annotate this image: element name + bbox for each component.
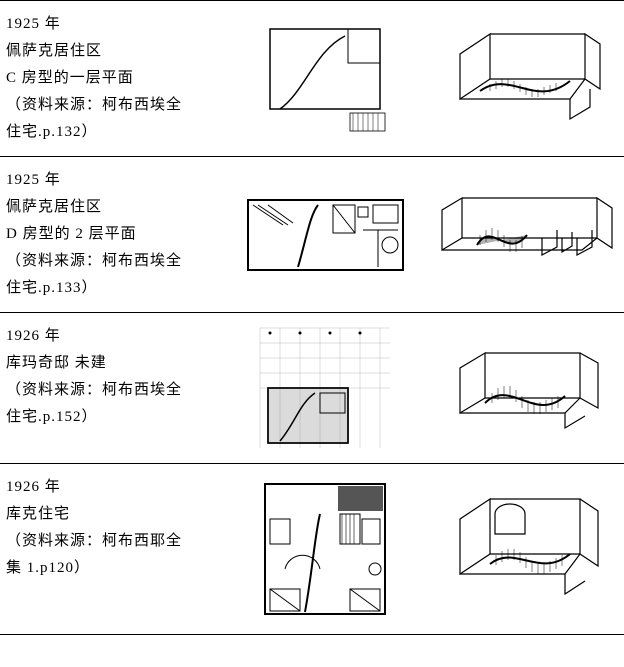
plan-cell (225, 313, 425, 464)
source-line-2: 集 1.p120） (6, 555, 219, 582)
title-label: 库克住宅 (6, 501, 219, 528)
year-label: 1926 年 (6, 474, 219, 501)
text-cell: 1926 年 库克住宅 （资料来源：柯布西耶全 集 1.p120） (0, 464, 225, 635)
text-cell: 1925 年 佩萨克居住区 C 房型的一层平面 （资料来源：柯布西埃全 住宅.p… (0, 1, 225, 157)
architecture-table: 1925 年 佩萨克居住区 C 房型的一层平面 （资料来源：柯布西埃全 住宅.p… (0, 0, 624, 635)
axonometric-drawing (440, 19, 610, 139)
text-cell: 1926 年 库玛奇邸 未建 （资料来源：柯布西埃全 住宅.p.152） (0, 313, 225, 464)
subtitle-label: C 房型的一层平面 (6, 65, 219, 92)
year-label: 1925 年 (6, 167, 219, 194)
source-line-1: （资料来源：柯布西耶全 (6, 528, 219, 555)
source-line-1: （资料来源：柯布西埃全 (6, 377, 219, 404)
year-label: 1926 年 (6, 323, 219, 350)
axon-cell (425, 157, 624, 313)
table-row: 1925 年 佩萨克居住区 C 房型的一层平面 （资料来源：柯布西埃全 住宅.p… (0, 1, 624, 157)
source-line-2: 住宅.p.133） (6, 275, 219, 302)
source-line-1: （资料来源：柯布西埃全 (6, 248, 219, 275)
floor-plan-drawing (250, 474, 400, 624)
table-row: 1926 年 库玛奇邸 未建 （资料来源：柯布西埃全 住宅.p.152） (0, 313, 624, 464)
subtitle-label: D 房型的 2 层平面 (6, 221, 219, 248)
plan-cell (225, 464, 425, 635)
title-label: 佩萨克居住区 (6, 194, 219, 221)
floor-plan-drawing (238, 185, 413, 285)
axonometric-drawing (432, 180, 617, 290)
axon-cell (425, 313, 624, 464)
plan-cell (225, 1, 425, 157)
table-row: 1925 年 佩萨克居住区 D 房型的 2 层平面 （资料来源：柯布西埃全 住宅… (0, 157, 624, 313)
floor-plan-drawing (250, 21, 400, 136)
axon-cell (425, 464, 624, 635)
title-label: 佩萨克居住区 (6, 38, 219, 65)
axonometric-drawing (440, 479, 610, 619)
text-cell: 1925 年 佩萨克居住区 D 房型的 2 层平面 （资料来源：柯布西埃全 住宅… (0, 157, 225, 313)
floor-plan-drawing (250, 323, 400, 453)
source-line-1: （资料来源：柯布西埃全 (6, 92, 219, 119)
plan-cell (225, 157, 425, 313)
table-row: 1926 年 库克住宅 （资料来源：柯布西耶全 集 1.p120） (0, 464, 624, 635)
axonometric-drawing (440, 328, 610, 448)
title-label: 库玛奇邸 未建 (6, 350, 219, 377)
axon-cell (425, 1, 624, 157)
year-label: 1925 年 (6, 11, 219, 38)
source-line-2: 住宅.p.152） (6, 404, 219, 431)
source-line-2: 住宅.p.132） (6, 119, 219, 146)
